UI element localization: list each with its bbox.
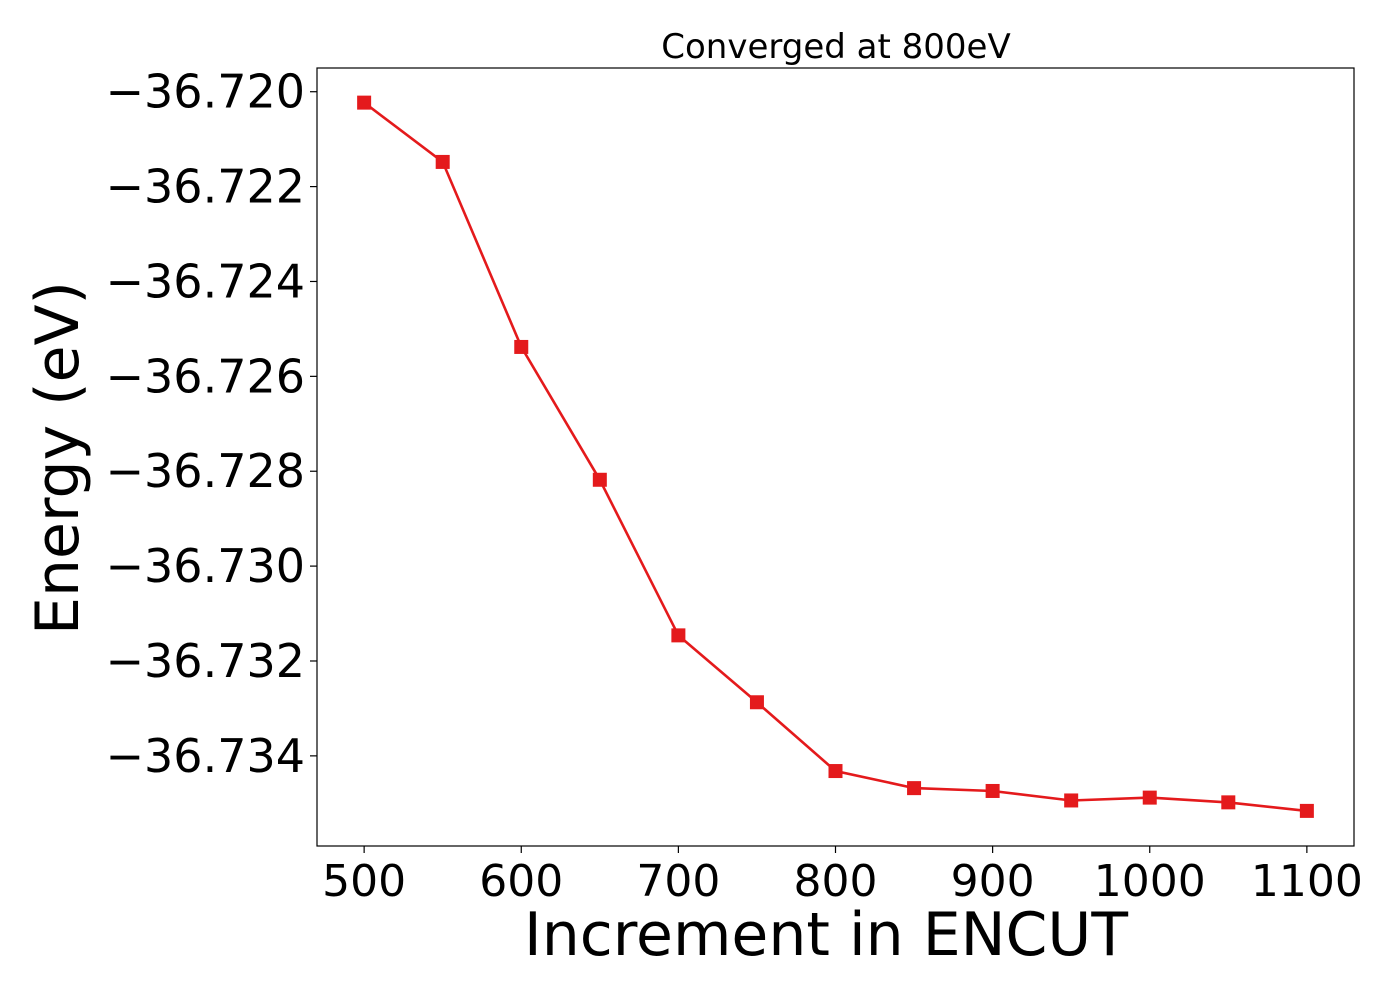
x-tick-label: 600 (479, 856, 563, 907)
x-axis-ticks: 500 600 700 800 900 1000 1100 (322, 846, 1363, 907)
x-tick-label: 700 (636, 856, 720, 907)
data-point-marker (671, 628, 686, 643)
data-point-marker (1142, 790, 1157, 805)
data-point-marker (749, 695, 764, 710)
x-axis-title: Increment in ENCUT (524, 900, 1128, 970)
data-point-marker (435, 154, 450, 169)
data-point-marker (1221, 795, 1236, 810)
x-tick-label: 1000 (1094, 856, 1206, 907)
data-point-marker (907, 781, 922, 796)
data-point-marker (514, 339, 529, 354)
x-tick-label: 900 (951, 856, 1035, 907)
y-axis-title: Energy (eV) (23, 281, 93, 635)
x-tick-label: 800 (794, 856, 878, 907)
data-point-marker (828, 764, 843, 779)
data-point-marker (1299, 803, 1314, 818)
data-point-marker (592, 472, 607, 487)
series-layer (357, 95, 1314, 818)
x-tick-label: 1100 (1251, 856, 1363, 907)
y-tick-label: −36.732 (106, 634, 306, 688)
plot-frame (316, 67, 1355, 847)
data-point-marker (1064, 793, 1079, 808)
y-tick-label: −36.726 (106, 349, 306, 403)
y-tick-label: −36.724 (106, 254, 306, 308)
y-tick-label: −36.722 (106, 160, 306, 214)
y-tick-label: −36.720 (106, 65, 306, 119)
data-point-marker (985, 783, 1000, 798)
chart-title: Converged at 800eV (661, 27, 1010, 67)
series-line (363, 101, 1308, 813)
y-tick-label: −36.728 (106, 444, 306, 498)
y-axis-ticks: −36.720 −36.722 −36.724 −36.726 −36.728 −36.7… (106, 65, 317, 783)
y-tick-label: −36.734 (106, 729, 306, 783)
y-tick-label: −36.730 (106, 539, 306, 593)
x-tick-label: 500 (322, 856, 406, 907)
data-point-marker (357, 95, 372, 110)
